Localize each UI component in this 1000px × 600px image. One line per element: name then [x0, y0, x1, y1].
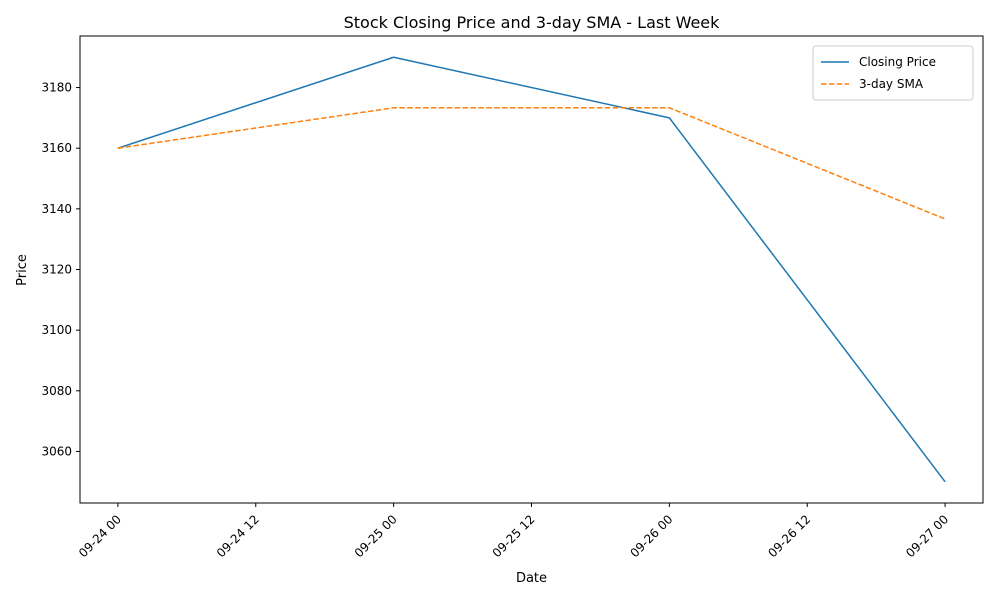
- legend-box: [812, 45, 974, 101]
- legend: Closing Price 3-day SMA: [812, 45, 974, 101]
- y-tick-label: 3100: [41, 323, 72, 337]
- y-axis-label: Price: [15, 254, 30, 286]
- y-tick-label: 3120: [41, 263, 72, 277]
- x-tick-label: 09-24 12: [214, 512, 262, 560]
- x-tick-label: 09-27 00: [903, 512, 951, 560]
- x-axis-ticks: 09-24 00 09-24 12 09-25 00 09-25 12 09-26 00…: [76, 503, 951, 560]
- series-line-1: [117, 56, 946, 483]
- y-tick-label: 3140: [41, 202, 72, 216]
- y-axis-ticks: 3060 3080 3100 3120 3140 3160 3180: [41, 81, 80, 458]
- y-tick-label: 3160: [41, 141, 72, 155]
- x-tick-label: 09-24 00: [76, 512, 124, 560]
- x-tick-label: 09-26 12: [765, 512, 813, 560]
- y-tick-label: 3080: [41, 384, 72, 398]
- legend-label-2: 3-day SMA: [859, 77, 924, 91]
- x-tick-label: 09-25 12: [490, 512, 538, 560]
- plot-area: [80, 36, 983, 503]
- legend-label-1: Closing Price: [859, 55, 936, 69]
- series-line-2: [117, 107, 946, 220]
- series-layer: [117, 56, 946, 483]
- plot-frame: [79, 35, 984, 504]
- x-tick-label: 09-26 00: [627, 512, 675, 560]
- chart-title: Stock Closing Price and 3-day SMA - Last…: [344, 13, 721, 32]
- y-tick-label: 3060: [41, 444, 72, 458]
- y-tick-label: 3180: [41, 81, 72, 95]
- x-tick-label: 09-25 00: [352, 512, 400, 560]
- x-axis-label: Date: [516, 571, 547, 586]
